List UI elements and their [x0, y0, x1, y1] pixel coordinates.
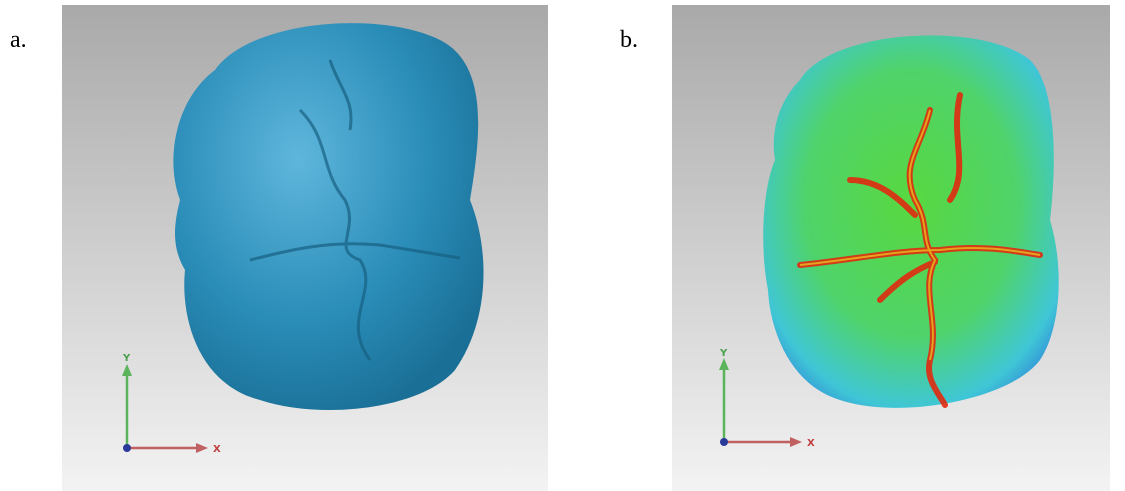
panel-label: b. [620, 27, 638, 53]
figure: a. Y X b. Y X [0, 0, 1125, 491]
origin [123, 444, 131, 452]
x-axis-label: X [807, 438, 815, 449]
origin [720, 438, 728, 446]
tooth-model [173, 23, 483, 410]
panel-label: a. [10, 27, 27, 53]
x-axis-label: X [213, 444, 221, 455]
y-axis-label: Y [122, 353, 131, 364]
y-axis-label: Y [719, 348, 728, 359]
tooth-curvature-map [763, 35, 1058, 408]
